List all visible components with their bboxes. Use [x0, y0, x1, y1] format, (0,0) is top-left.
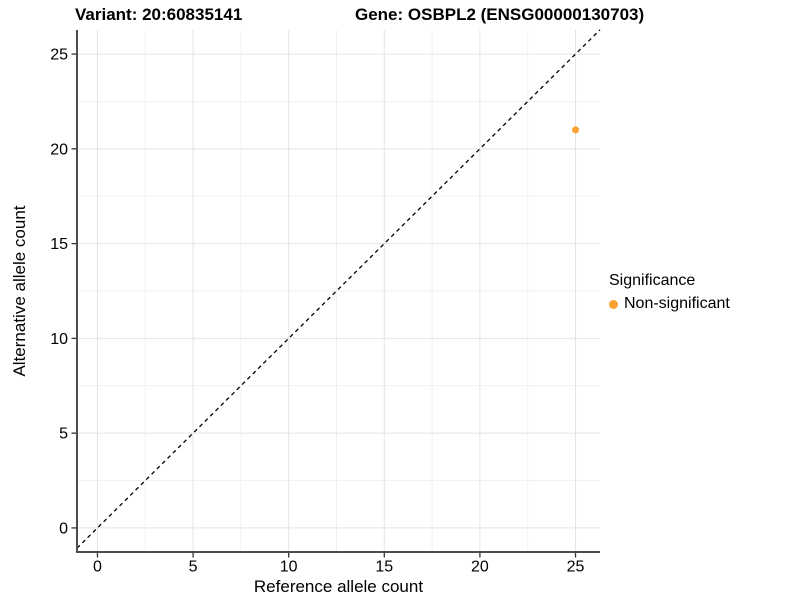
x-tick-label: 20 [471, 559, 489, 576]
y-tick-label: 0 [59, 520, 68, 537]
y-tick-label: 25 [50, 47, 68, 64]
legend-circle-icon [609, 299, 618, 309]
identity-dashed-line [76, 29, 601, 549]
y-tick-label: 10 [50, 331, 68, 348]
x-tick-label: 25 [567, 559, 585, 576]
y-tick-label: 20 [50, 141, 68, 158]
x-axis-title: Reference allele count [253, 577, 424, 596]
y-axis-title: Alternative allele count [10, 205, 29, 377]
x-tick-label: 15 [375, 559, 393, 576]
y-tick-label: 15 [50, 236, 68, 253]
data-point [572, 126, 580, 134]
x-tick-label: 0 [93, 559, 102, 576]
legend-title: Significance [609, 272, 696, 289]
plot-title-gene: Gene: OSBPL2 (ENSG00000130703) [355, 5, 645, 24]
y-tick-label: 5 [59, 426, 68, 443]
x-tick-label: 5 [189, 559, 198, 576]
legend-item-label: Non-significant [624, 295, 730, 312]
legend: Significance Non-significant [609, 271, 730, 314]
x-tick-label: 10 [280, 559, 298, 576]
plot-title-variant: Variant: 20:60835141 [75, 5, 243, 24]
legend-item-non-significant: Non-significant [609, 294, 730, 314]
